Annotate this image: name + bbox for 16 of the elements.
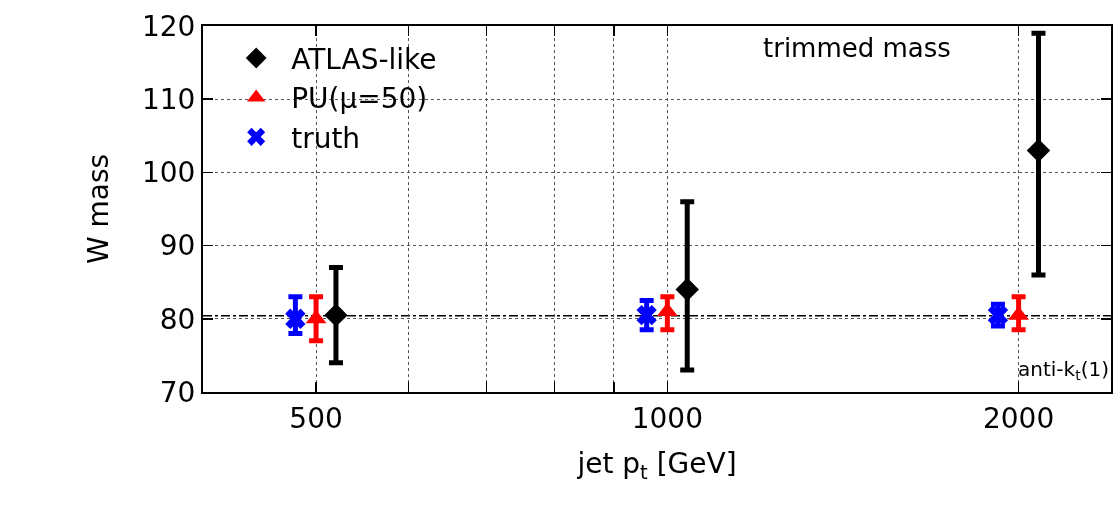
legend-label: PU(μ=50) bbox=[291, 82, 428, 116]
y-axis-title: W mass bbox=[82, 153, 116, 265]
annotation: trimmed mass bbox=[763, 33, 951, 63]
y-tick-label: 120 bbox=[141, 9, 196, 43]
x-tick-label: 2000 bbox=[982, 401, 1055, 435]
y-tick-label: 70 bbox=[159, 375, 196, 409]
legend-label: truth bbox=[291, 121, 361, 155]
x-axis-title: jet p$_{t}$ [GeV] bbox=[576, 447, 737, 485]
x-tick-label: 1000 bbox=[631, 401, 703, 435]
x-tick-label: 500 bbox=[289, 401, 343, 435]
legend-label: ATLAS-like bbox=[291, 42, 437, 76]
y-tick-label: 100 bbox=[141, 156, 196, 190]
y-tick-label: 80 bbox=[159, 302, 196, 336]
annotation: anti-k$_{t}$(1) bbox=[1018, 357, 1109, 384]
y-tick-label: 110 bbox=[141, 83, 196, 116]
y-tick-label: 90 bbox=[159, 229, 196, 263]
